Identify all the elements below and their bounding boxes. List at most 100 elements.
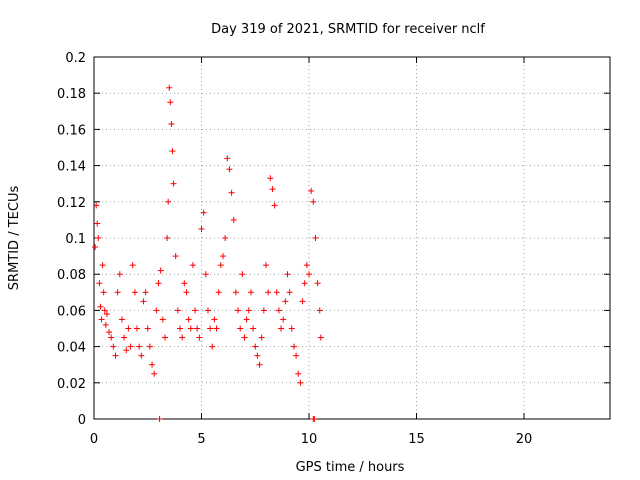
data-point	[94, 220, 101, 227]
data-point	[123, 347, 130, 354]
data-point	[92, 244, 99, 251]
data-point	[136, 343, 143, 350]
data-point	[155, 280, 162, 287]
data-point	[169, 148, 176, 155]
data-point	[157, 267, 164, 274]
y-tick-label: 0.2	[65, 51, 86, 66]
plot-frame	[93, 56, 611, 420]
data-point	[260, 307, 267, 314]
data-point	[189, 262, 196, 269]
data-point	[220, 253, 226, 260]
y-axis-title: SRMTID / TECUs	[7, 186, 22, 291]
data-point	[297, 379, 304, 386]
data-point	[254, 352, 261, 359]
y-tick-label: 0.1	[65, 232, 86, 247]
data-point	[252, 343, 259, 350]
data-point	[286, 289, 293, 296]
data-point	[211, 316, 218, 323]
data-point	[170, 180, 177, 187]
data-point	[156, 416, 163, 422]
data-point	[185, 316, 192, 323]
data-point	[181, 280, 188, 287]
data-point	[187, 325, 194, 332]
data-point	[179, 334, 186, 341]
data-points	[92, 84, 324, 422]
data-point	[256, 361, 263, 368]
data-point	[200, 209, 207, 216]
data-point	[99, 262, 106, 269]
data-point	[278, 325, 285, 332]
y-tick-label: 0.02	[57, 377, 86, 392]
data-point	[112, 352, 119, 359]
data-point	[159, 316, 166, 323]
data-point	[306, 271, 312, 278]
data-point	[125, 325, 132, 332]
data-point	[282, 298, 289, 305]
x-axis-title: GPS time / hours	[296, 460, 405, 475]
data-point	[183, 289, 190, 296]
data-point	[167, 99, 174, 106]
data-point	[303, 262, 310, 269]
data-point	[284, 271, 291, 278]
grid-lines	[94, 57, 610, 419]
data-point	[149, 361, 156, 368]
data-point	[98, 316, 105, 323]
data-point	[142, 289, 149, 296]
data-point	[166, 84, 173, 91]
data-point	[194, 325, 201, 332]
data-point	[164, 235, 171, 241]
data-point	[235, 307, 242, 314]
data-point	[308, 187, 315, 194]
data-point	[102, 321, 109, 328]
data-point	[263, 262, 269, 269]
data-point	[138, 352, 145, 359]
data-point	[108, 334, 115, 341]
y-tick-label: 0.06	[57, 304, 86, 319]
data-point	[131, 289, 138, 296]
data-point	[250, 325, 257, 332]
data-point	[177, 325, 183, 332]
data-point	[116, 271, 123, 278]
data-point	[93, 202, 100, 209]
data-point	[134, 325, 140, 332]
data-point	[311, 416, 318, 422]
data-point	[172, 253, 179, 260]
data-point	[267, 175, 274, 182]
data-point	[213, 325, 220, 332]
data-point	[295, 370, 302, 377]
data-point	[97, 303, 104, 310]
data-point	[215, 289, 222, 296]
data-point	[237, 325, 244, 332]
data-point	[146, 343, 153, 350]
data-point	[100, 289, 107, 296]
data-point	[258, 334, 265, 341]
data-point	[207, 325, 214, 332]
data-point	[241, 334, 248, 341]
x-tick-label: 0	[90, 432, 98, 447]
data-point	[224, 155, 231, 162]
data-point	[314, 280, 321, 287]
data-point	[101, 307, 108, 314]
data-point	[168, 120, 175, 127]
data-point	[271, 202, 278, 209]
data-point	[230, 216, 237, 223]
data-point	[273, 289, 280, 296]
data-point	[247, 289, 254, 296]
data-point	[165, 198, 172, 205]
data-point	[310, 198, 317, 205]
data-point	[118, 316, 125, 323]
data-point	[121, 334, 128, 341]
data-point	[110, 343, 117, 350]
x-tick-label: 20	[516, 432, 533, 447]
data-point	[269, 186, 276, 193]
data-point	[196, 334, 203, 341]
data-point	[301, 280, 308, 287]
y-tick-label: 0.14	[57, 160, 86, 175]
x-tick-label: 15	[408, 432, 425, 447]
data-point	[161, 334, 168, 341]
data-point	[174, 307, 181, 314]
data-point	[316, 307, 323, 314]
data-point	[144, 325, 151, 332]
data-point	[204, 307, 211, 314]
